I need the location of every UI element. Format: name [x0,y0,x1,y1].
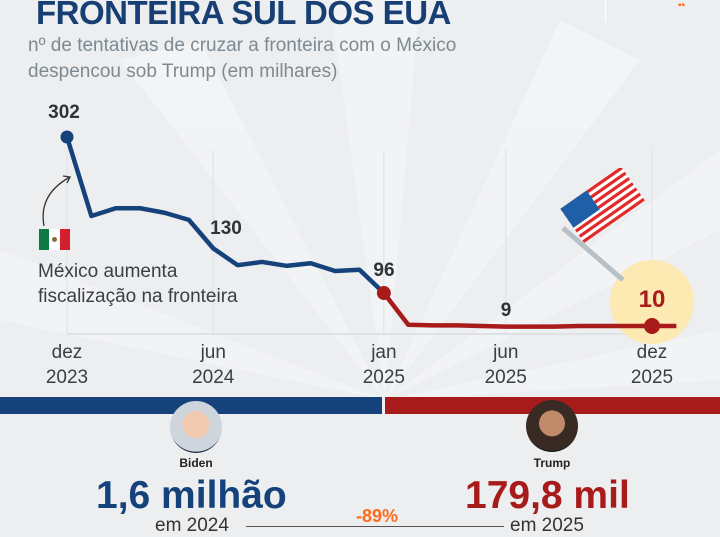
us-flag-icon [560,168,646,282]
trump-avatar [526,400,578,452]
data-label: 9 [501,300,512,321]
data-label: 96 [373,260,394,281]
data-point [60,130,74,144]
biden-period: em 2024 [155,515,229,536]
subtitle: nº de tentativas de cruzar a fronteira c… [28,35,457,82]
tick-label-month: jun [492,342,518,363]
tick-label-month: jun [200,342,226,363]
tick-label-month: dez [52,342,83,363]
data-point [376,286,391,301]
highlight-circle [610,260,694,344]
mexico-flag-icon [39,229,70,250]
tick-label-month: jan [370,342,396,363]
logo-mark: ▪▪ [678,0,686,11]
series-line-biden [64,136,386,295]
data-label: 130 [210,218,242,239]
percent-change: -89% [356,506,399,526]
change-arrow-icon [246,526,504,527]
biden-total: 1,6 milhão [96,474,287,517]
trump-name: Trump [533,456,571,470]
page-title: FRONTEIRA SUL DOS EUA [36,0,451,31]
biden-name: Biden [179,456,213,470]
tick-label-year: 2025 [485,367,527,388]
series-line-trump [382,291,677,329]
trump-period: em 2025 [510,515,584,536]
tick-label-month: dez [637,342,668,363]
data-label: 10 [639,286,666,313]
annotation-text: México aumenta fiscalização na fronteira [38,261,238,307]
tick-label-year: 2025 [631,367,673,388]
tick-label-year: 2025 [363,367,405,388]
line-chart: dez 2023 jun 2024 jan 2025 jun 2025 dez 2025 302 13… [46,102,694,388]
annotation-arrow-icon [42,175,71,227]
trump-total: 179,8 mil [465,474,630,517]
tick-label-year: 2023 [46,367,88,388]
data-label: 302 [48,102,80,123]
tick-label-year: 2024 [192,367,235,388]
biden-avatar [170,401,222,453]
data-point [644,318,660,335]
divider [605,0,606,22]
